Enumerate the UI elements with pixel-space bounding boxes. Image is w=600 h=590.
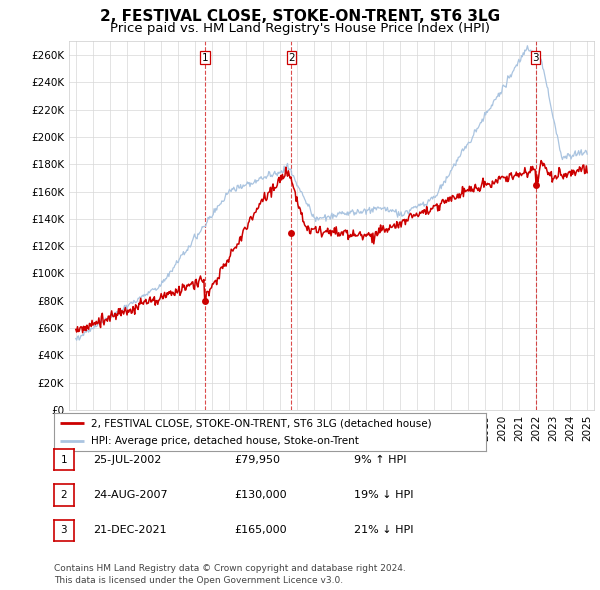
- Text: 25-JUL-2002: 25-JUL-2002: [93, 455, 161, 464]
- Text: 3: 3: [532, 53, 539, 63]
- Text: £79,950: £79,950: [234, 455, 280, 464]
- Text: 2, FESTIVAL CLOSE, STOKE-ON-TRENT, ST6 3LG: 2, FESTIVAL CLOSE, STOKE-ON-TRENT, ST6 3…: [100, 9, 500, 24]
- Text: Price paid vs. HM Land Registry's House Price Index (HPI): Price paid vs. HM Land Registry's House …: [110, 22, 490, 35]
- Text: 21% ↓ HPI: 21% ↓ HPI: [354, 526, 413, 535]
- Text: 21-DEC-2021: 21-DEC-2021: [93, 526, 167, 535]
- Text: £165,000: £165,000: [234, 526, 287, 535]
- Text: Contains HM Land Registry data © Crown copyright and database right 2024.
This d: Contains HM Land Registry data © Crown c…: [54, 565, 406, 585]
- Text: £130,000: £130,000: [234, 490, 287, 500]
- Text: 24-AUG-2007: 24-AUG-2007: [93, 490, 167, 500]
- Text: 2: 2: [288, 53, 295, 63]
- Text: 19% ↓ HPI: 19% ↓ HPI: [354, 490, 413, 500]
- Text: 1: 1: [61, 455, 67, 464]
- Text: 3: 3: [61, 526, 67, 535]
- Text: HPI: Average price, detached house, Stoke-on-Trent: HPI: Average price, detached house, Stok…: [91, 436, 359, 446]
- Text: 2: 2: [61, 490, 67, 500]
- Text: 2, FESTIVAL CLOSE, STOKE-ON-TRENT, ST6 3LG (detached house): 2, FESTIVAL CLOSE, STOKE-ON-TRENT, ST6 3…: [91, 418, 431, 428]
- Text: 1: 1: [202, 53, 208, 63]
- Text: 9% ↑ HPI: 9% ↑ HPI: [354, 455, 407, 464]
